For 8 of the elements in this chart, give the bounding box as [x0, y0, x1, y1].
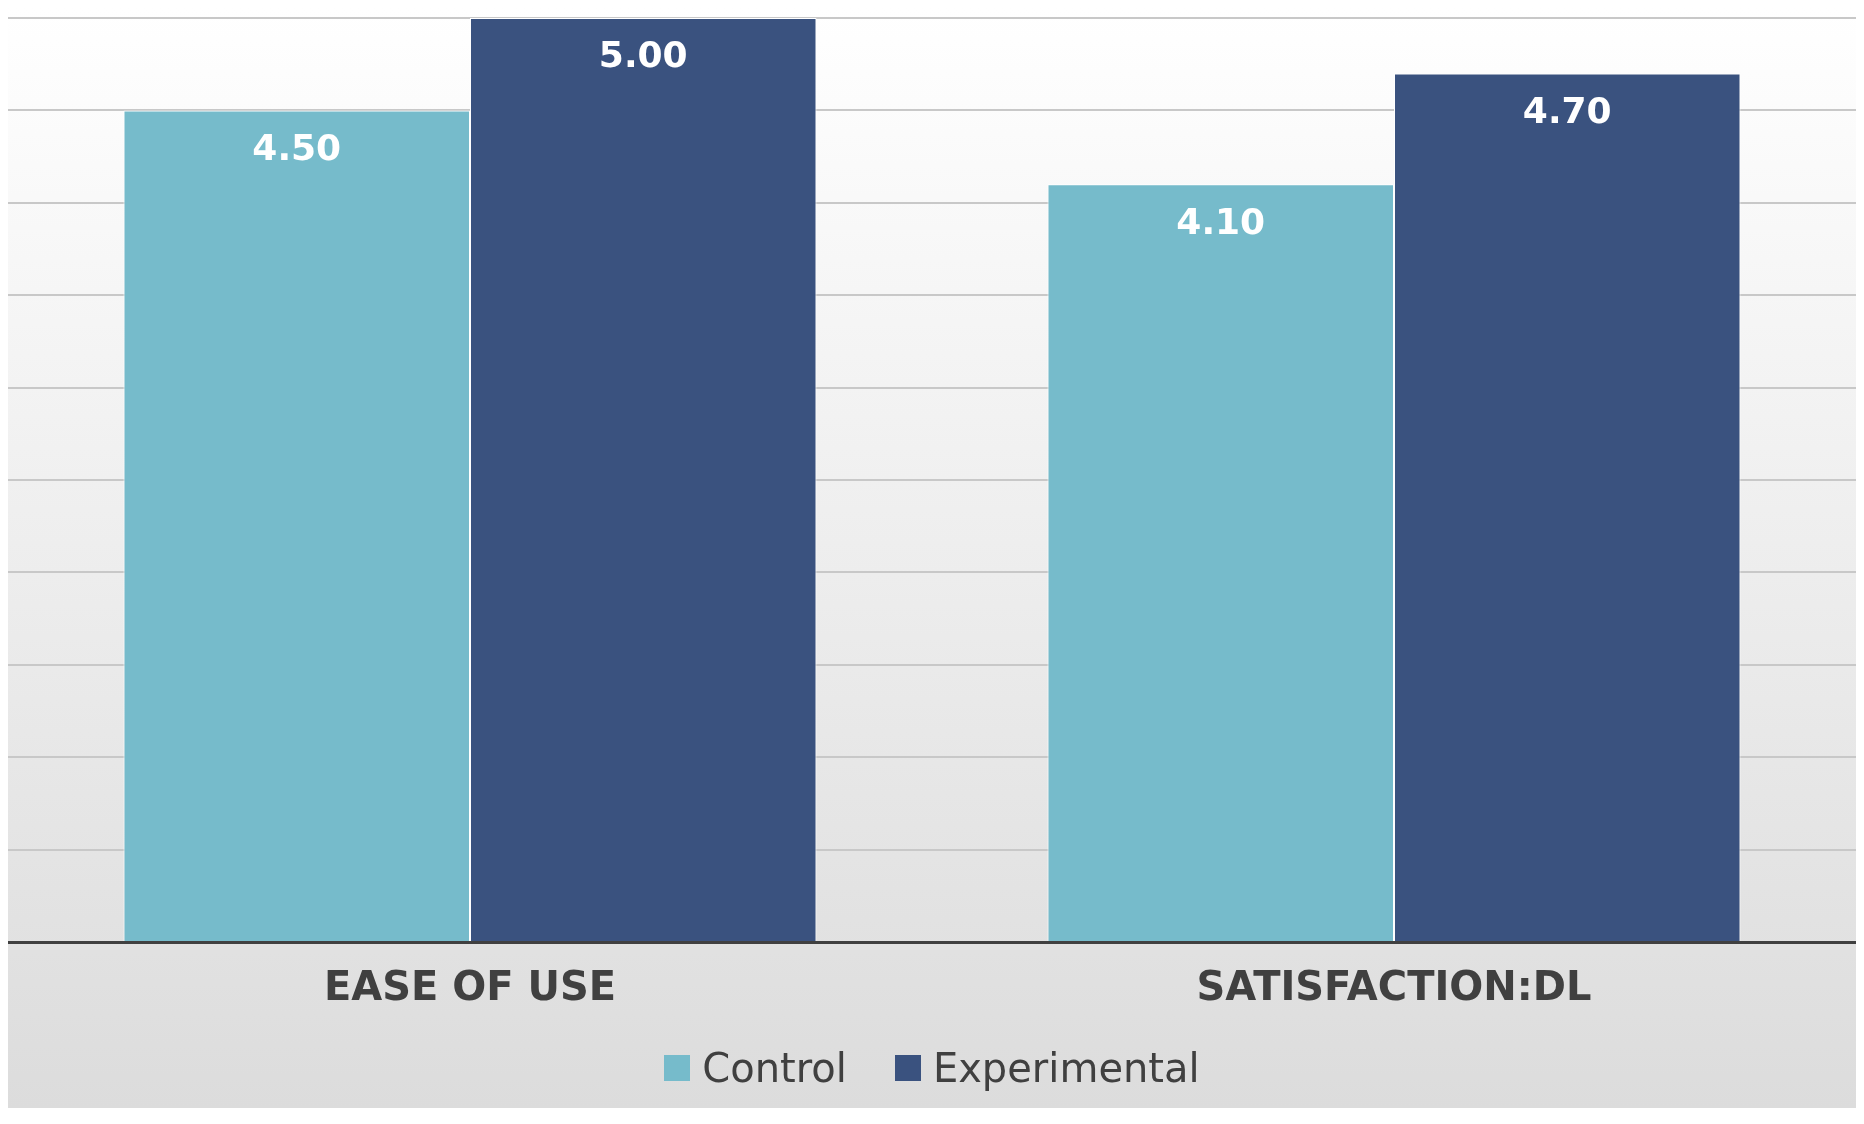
data-label: 4.10 — [1176, 200, 1266, 242]
legend-label: Control — [702, 1045, 847, 1091]
x-tick-label: EASE OF USE — [323, 963, 617, 1010]
data-label: 5.00 — [598, 34, 688, 76]
legend-label: Experimental — [932, 1045, 1200, 1091]
x-tick-label: SATISFACTION:DL — [1196, 963, 1592, 1010]
data-label: 4.50 — [252, 126, 342, 168]
data-label: 4.70 — [1522, 89, 1612, 131]
